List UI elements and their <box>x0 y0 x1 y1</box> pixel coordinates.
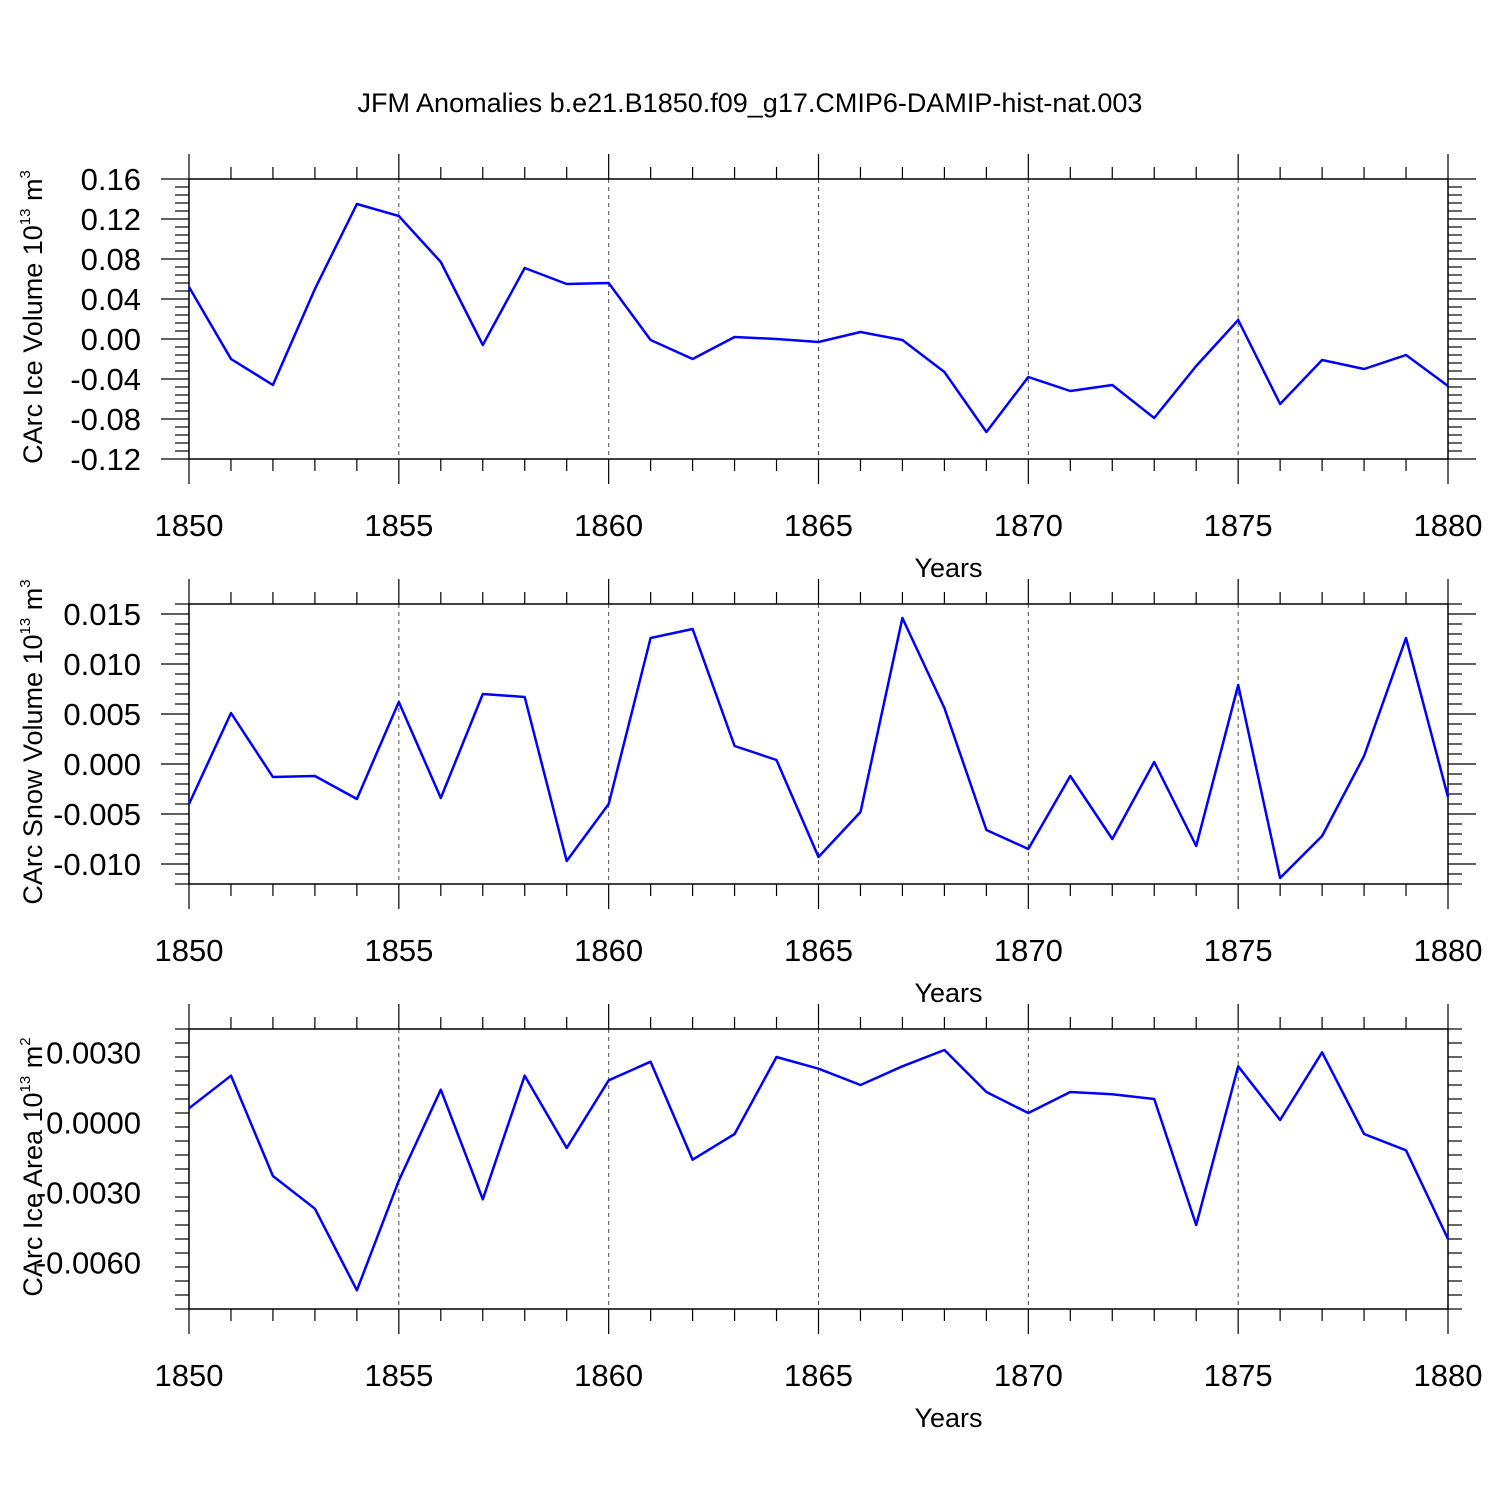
y-tick-label: -0.08 <box>70 402 141 437</box>
y-tick-label: 0.000 <box>63 747 141 782</box>
y-axis-title: CArc Ice Volume 1013 m3 <box>17 170 48 464</box>
y-tick-label: 0.010 <box>63 647 141 682</box>
y-tick-label: -0.12 <box>70 442 141 477</box>
series-line <box>187 202 1449 434</box>
y-tick-label: 0.16 <box>81 162 141 197</box>
y-tick-label: -0.005 <box>53 797 141 832</box>
x-tick-label: 1850 <box>155 933 224 968</box>
chart-panel-3: -0.0060 -0.0030 0.0000 0.0030 1850 1855 1860 18… <box>17 1004 1482 1433</box>
x-tick-label: 1865 <box>784 933 853 968</box>
series-line <box>188 1048 1450 1292</box>
x-tick-label: 1850 <box>155 508 224 543</box>
x-tick-label: 1865 <box>784 1358 853 1393</box>
x-tick-label: 1860 <box>574 933 643 968</box>
x-tick-label: 1865 <box>784 508 853 543</box>
y-axis-title: CArc Ice Area 1013 m2 <box>17 1037 48 1296</box>
y-tick-label: 0.04 <box>81 282 141 317</box>
x-tick-label: 1850 <box>155 1358 224 1393</box>
page-title: JFM Anomalies b.e21.B1850.f09_g17.CMIP6-… <box>357 88 1143 118</box>
chart-panel-1: -0.12 -0.08 -0.04 0.00 0.04 0.08 0.12 0.16 1850 1… <box>17 154 1482 583</box>
x-tick-label: 1880 <box>1414 508 1483 543</box>
chart-panel-2: -0.010 -0.005 0.000 0.005 0.010 0.015 1850 1855… <box>17 579 1482 1008</box>
x-tick-label: 1875 <box>1204 933 1273 968</box>
y-tick-label: -0.010 <box>53 847 141 882</box>
y-tick-label: -0.0030 <box>36 1175 141 1210</box>
y-tick-label: 0.015 <box>63 597 141 632</box>
series-line <box>187 616 1450 880</box>
y-tick-label: -0.04 <box>70 362 141 397</box>
x-tick-label: 1880 <box>1414 933 1483 968</box>
x-tick-label: 1870 <box>994 1358 1063 1393</box>
y-tick-label: 0.00 <box>81 322 141 357</box>
y-axis-title: CArc Snow Volume 1013 m3 <box>17 579 48 904</box>
x-axis-title: Years <box>914 1403 982 1433</box>
x-axis-title: Years <box>914 978 982 1008</box>
y-tick-label: 0.08 <box>81 242 141 277</box>
x-tick-label: 1870 <box>994 933 1063 968</box>
y-tick-label: 0.005 <box>63 697 141 732</box>
y-tick-label: 0.12 <box>81 202 141 237</box>
x-tick-label: 1855 <box>364 1358 433 1393</box>
y-tick-label: -0.0060 <box>36 1245 141 1280</box>
x-tick-label: 1860 <box>574 1358 643 1393</box>
x-axis-title: Years <box>914 553 982 583</box>
x-tick-label: 1880 <box>1414 1358 1483 1393</box>
x-tick-label: 1860 <box>574 508 643 543</box>
x-tick-label: 1855 <box>364 508 433 543</box>
y-tick-label: 0.0000 <box>46 1105 141 1140</box>
y-tick-label: 0.0030 <box>46 1035 141 1070</box>
x-tick-label: 1855 <box>364 933 433 968</box>
x-tick-label: 1875 <box>1204 508 1273 543</box>
x-tick-label: 1870 <box>994 508 1063 543</box>
x-tick-label: 1875 <box>1204 1358 1273 1393</box>
